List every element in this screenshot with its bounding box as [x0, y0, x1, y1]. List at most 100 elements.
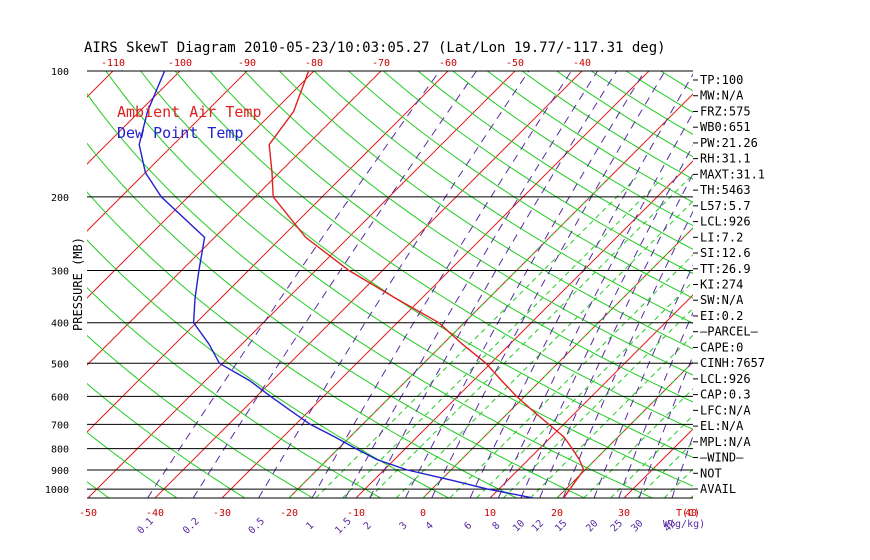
moist-adiabat-line: [583, 388, 693, 498]
dry-adiabat-line: [87, 142, 585, 498]
stats-item: MPL:N/A: [700, 435, 751, 449]
mixing-ratio-line: [344, 71, 598, 498]
moist-adiabat-line: [422, 227, 693, 498]
isotherm-line: [489, 294, 693, 498]
isotherm-line: [825, 71, 870, 498]
pressure-tick-label: 500: [51, 359, 69, 370]
stats-item: AVAIL: [700, 482, 736, 496]
mixing-ratio-label: 1.5: [333, 516, 354, 537]
pressure-tick-label: 1000: [45, 485, 69, 496]
moist-adiabat-line: [288, 177, 610, 498]
mixing-ratio-label: 1: [304, 520, 316, 532]
moist-adiabat-line: [315, 177, 637, 498]
mixing-ratio-label: 15: [553, 518, 569, 534]
dry-adiabat-line: [660, 71, 693, 92]
bottom-temp-tick-label: 0: [420, 508, 426, 519]
isotherm-line: [758, 71, 870, 498]
legend-dew-point-temp: Dew Point Temp: [117, 124, 243, 142]
stats-item: CAP:0.3: [700, 388, 751, 402]
stats-item: LFC:N/A: [700, 403, 751, 417]
legend: Ambient Air Temp Dew Point Temp: [117, 103, 262, 142]
pressure-tick-label: 100: [51, 67, 69, 78]
pressure-tick-label: 700: [51, 420, 69, 431]
isotherm-line: [0, 71, 46, 498]
dry-adiabat-line: [382, 71, 693, 275]
dry-adiabat-line: [87, 191, 517, 498]
moist-adiabat-line: [369, 177, 691, 498]
stats-item: SW:N/A: [700, 293, 744, 307]
top-temp-tick-label: -90: [238, 58, 256, 69]
moist-adiabat-line: [610, 414, 693, 498]
dry-adiabat-line: [87, 431, 178, 498]
chart-title: AIRS SkewT Diagram 2010-05-23/10:03:05.2…: [84, 40, 666, 56]
mixing-ratio-line: [638, 354, 693, 498]
mixing-ratio-line: [258, 71, 530, 498]
dry-adiabat-line: [87, 334, 314, 498]
stats-item: MW:N/A: [700, 89, 744, 103]
pressure-tick-label: 900: [51, 466, 69, 477]
stats-item: LCL:926: [700, 372, 751, 386]
dew-point-temp-line: [138, 71, 534, 498]
mixing-ratio-line: [147, 71, 440, 498]
mixing-ratio-label: 4: [424, 520, 436, 532]
isotherm-line: [87, 71, 114, 98]
stats-item: TH:5463: [700, 183, 751, 197]
dry-adiabat-line: [278, 71, 693, 350]
mixing-ratio-label: 25: [609, 518, 625, 534]
mixing-ratio-label: 20: [584, 518, 600, 534]
mixing-ratio-line: [469, 73, 693, 498]
stats-item: —PARCEL—: [700, 325, 759, 339]
bottom-temp-tick-label: -20: [280, 508, 298, 519]
dry-adiabat-line: [487, 71, 693, 203]
mixing-ratio-line: [431, 71, 666, 498]
stats-item: TT:26.9: [700, 262, 751, 276]
top-temp-tick-label: -50: [506, 58, 524, 69]
isobar-lines: [87, 70, 693, 499]
mixing-ratio-line: [192, 71, 477, 498]
mixing-ratio-line: [404, 71, 646, 498]
mixing-ratio-label: 0.5: [247, 516, 268, 537]
bottom-temp-tick-label: -10: [347, 508, 365, 519]
bottom-temp-tick-label: -50: [79, 508, 97, 519]
stats-item: PW:21.26: [700, 136, 758, 150]
bottom-temp-tick-label: -30: [213, 508, 231, 519]
stats-item: RH:31.1: [700, 152, 751, 166]
stats-item: CINH:7657: [700, 356, 765, 370]
y-axis-label: PRESSURE (MB): [71, 237, 85, 331]
dry-adiabat-line: [105, 71, 693, 487]
mixing-ratio-line: [520, 144, 693, 498]
moist-adiabat-line: [637, 441, 693, 498]
stats-item: EL:N/A: [700, 419, 744, 433]
mixing-ratio-line: [562, 210, 693, 498]
dry-adiabat-line: [87, 239, 449, 498]
top-temp-tick-label: -80: [305, 58, 323, 69]
ambient-air-temp-line: [268, 71, 585, 498]
bottom-temp-tick-label: 30: [618, 508, 630, 519]
mixing-ratio-label: 30: [629, 518, 645, 534]
moist-adiabat-line: [342, 177, 664, 498]
stats-item: WB0:651: [700, 120, 751, 134]
moist-adiabat-lines: [288, 177, 693, 498]
mixing-ratio-label: 2: [362, 520, 374, 532]
mixing-ratio-lines: [147, 71, 693, 498]
mixing-ratio-line: [593, 264, 693, 498]
pressure-tick-label: 600: [51, 392, 69, 403]
mixing-ratio-line: [671, 434, 693, 498]
mixing-ratio-line: [311, 71, 572, 498]
pressure-tick-label: 800: [51, 445, 69, 456]
bottom-temp-tick-label: 40: [685, 508, 697, 519]
isotherm-line: [87, 71, 181, 165]
dry-adiabat-line: [87, 382, 246, 498]
dry-adiabat-line: [417, 71, 693, 250]
dry-adiabat-line: [87, 92, 653, 498]
dry-adiabat-line: [313, 71, 693, 324]
moist-adiabat-line: [476, 280, 693, 498]
mixing-ratio-line: [369, 71, 618, 498]
dry-adiabat-line: [0, 71, 41, 498]
stats-item: TP:100: [700, 73, 743, 87]
stats-item: L57:5.7: [700, 199, 751, 213]
moist-adiabat-line: [529, 334, 693, 498]
mixing-ratio-label: 0.1: [135, 516, 156, 537]
mixing-ratio-label: 10: [511, 518, 527, 534]
